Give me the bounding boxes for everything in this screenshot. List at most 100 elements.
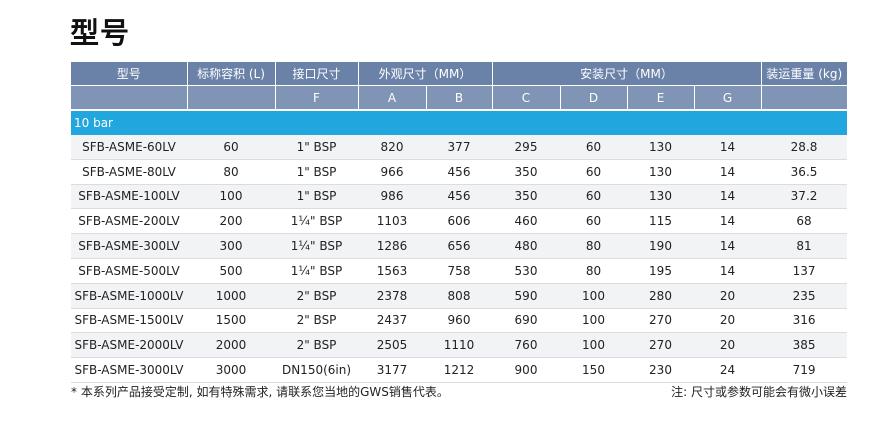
subheader-cell: F [274, 85, 358, 110]
table-cell: 3177 [358, 357, 426, 383]
table-cell: 137 [761, 258, 848, 284]
table-cell: SFB-ASME-100LV [71, 184, 187, 210]
table-cell: 14 [694, 258, 762, 284]
table-cell: 60 [560, 208, 627, 235]
table-cell: 758 [426, 258, 492, 284]
table-cell: 14 [694, 135, 762, 160]
table-cell: 2" BSP [275, 332, 358, 359]
subheader-cell: E [626, 85, 694, 110]
table-cell: 295 [492, 135, 560, 160]
table-cell: SFB-ASME-200LV [71, 208, 187, 235]
table-cell: 100 [187, 184, 275, 210]
table-cell: 200 [187, 208, 275, 235]
table-cell: 60 [560, 184, 627, 210]
table-cell: SFB-ASME-2000LV [71, 332, 187, 359]
table-cell: 1563 [358, 258, 426, 284]
table-row: SFB-ASME-100LV 100 1" BSP 986 456 350 60 130 14 3… [71, 184, 848, 210]
table-cell: 80 [187, 159, 275, 185]
table-cell: 460 [492, 208, 560, 235]
group-row: 10 bar [71, 109, 848, 135]
table-cell: 590 [492, 283, 560, 309]
table-cell: 1212 [426, 357, 492, 383]
table-cell: 960 [426, 308, 492, 334]
table-cell: 1000 [187, 283, 275, 309]
table-cell: 2505 [358, 332, 426, 359]
table-cell: 270 [627, 332, 694, 359]
table-cell: 195 [627, 258, 694, 284]
table-row: SFB-ASME-80LV 80 1" BSP 966 456 350 60 130 14 36.… [71, 159, 848, 185]
subheader-cell: B [425, 85, 492, 110]
table-cell: 900 [492, 357, 560, 383]
table-cell: 230 [627, 357, 694, 383]
table-cell: 2000 [187, 332, 275, 359]
table-cell: 350 [492, 159, 560, 185]
table-cell: SFB-ASME-80LV [71, 159, 187, 185]
table-cell: 100 [560, 332, 627, 359]
footnote: * 本系列产品接受定制, 如有特殊需求, 请联系您当地的GWS销售代表。 [71, 385, 449, 399]
table-cell: 130 [627, 184, 694, 210]
table-cell: 1" BSP [275, 159, 358, 185]
table-cell: SFB-ASME-500LV [71, 258, 187, 284]
table-cell: 24 [694, 357, 762, 383]
table-cell: SFB-ASME-3000LV [71, 357, 187, 383]
table-cell: 690 [492, 308, 560, 334]
table-cell: SFB-ASME-300LV [71, 233, 187, 259]
subheader-cell: C [491, 85, 560, 110]
spec-table: 型号 标称容积 (L) 接口尺寸 外观尺寸（MM） 安装尺寸（MM） 装运重量 … [71, 62, 848, 383]
table-cell: 606 [426, 208, 492, 235]
table-cell: 28.8 [761, 135, 848, 160]
table-cell: 14 [694, 208, 762, 235]
header-model: 型号 [71, 62, 187, 86]
table-row: SFB-ASME-2000LV 2000 2" BSP 2505 1110 760 100 2… [71, 332, 848, 359]
table-cell: 2" BSP [275, 283, 358, 309]
table-cell: 1110 [426, 332, 492, 359]
table-cell: 270 [627, 308, 694, 334]
table-cell: 14 [694, 184, 762, 210]
table-cell: 280 [627, 283, 694, 309]
table-cell: 68 [761, 208, 848, 235]
table-cell: 80 [560, 233, 627, 259]
table-cell: 20 [694, 332, 762, 359]
table-cell: 130 [627, 135, 694, 160]
table-cell: 2" BSP [275, 308, 358, 334]
disclaimer-note: 注: 尺寸或参数可能会有微小误差 [671, 385, 847, 399]
table-cell: 60 [560, 135, 627, 160]
subheader-cell [71, 85, 187, 110]
table-row: SFB-ASME-3000LV 3000 DN150(6in) 3177 1212 900… [71, 357, 848, 383]
header-connection: 接口尺寸 [274, 62, 358, 86]
table-row: SFB-ASME-1500LV 1500 2" BSP 2437 960 690 100 27… [71, 308, 848, 334]
table-cell: 760 [492, 332, 560, 359]
header-weight: 装运重量 (kg) [760, 62, 848, 86]
table-cell: 14 [694, 159, 762, 185]
table-cell: 2378 [358, 283, 426, 309]
table-row: SFB-ASME-1000LV 1000 2" BSP 2378 808 590 100 28… [71, 283, 848, 309]
table-cell: 1¼" BSP [275, 233, 358, 259]
table-cell: DN150(6in) [275, 357, 358, 383]
table-cell: 1¼" BSP [275, 208, 358, 235]
table-cell: 1500 [187, 308, 275, 334]
table-cell: 500 [187, 258, 275, 284]
table-cell: 100 [560, 283, 627, 309]
table-cell: 808 [426, 283, 492, 309]
table-cell: 1" BSP [275, 135, 358, 160]
subheader-cell [760, 85, 848, 110]
table-cell: SFB-ASME-60LV [71, 135, 187, 160]
table-cell: 456 [426, 159, 492, 185]
table-cell: 60 [560, 159, 627, 185]
table-row: SFB-ASME-300LV 300 1¼" BSP 1286 656 480 80 190 1… [71, 233, 848, 259]
table-cell: SFB-ASME-1500LV [71, 308, 187, 334]
table-cell: 480 [492, 233, 560, 259]
table-cell: 150 [560, 357, 627, 383]
table-cell: 20 [694, 308, 762, 334]
table-cell: 350 [492, 184, 560, 210]
header-capacity: 标称容积 (L) [186, 62, 275, 86]
header-install-dims: 安装尺寸（MM） [491, 62, 762, 86]
table-cell: 235 [761, 283, 848, 309]
table-cell: 37.2 [761, 184, 848, 210]
table-cell: 966 [358, 159, 426, 185]
subheader-cell: A [357, 85, 426, 110]
subheader-cell: G [693, 85, 762, 110]
table-cell: 36.5 [761, 159, 848, 185]
table-cell: 456 [426, 184, 492, 210]
table-cell: 60 [187, 135, 275, 160]
